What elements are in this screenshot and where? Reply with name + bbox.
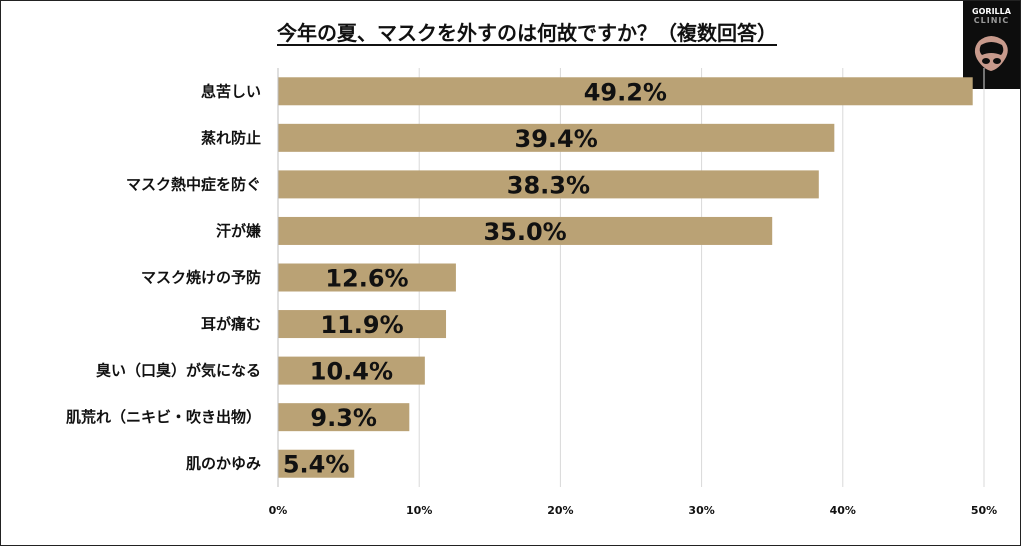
bar [278, 170, 819, 199]
value-label: 38.3% [507, 171, 590, 199]
bar [278, 216, 773, 245]
value-label: 11.9% [320, 311, 403, 339]
bar [278, 263, 456, 292]
chart-title: 今年の夏、マスクを外すのは何故ですか？（複数回答） [277, 21, 777, 45]
bar [278, 449, 355, 478]
bar [278, 123, 835, 152]
category-label: マスク熱中症を防ぐ [126, 175, 261, 193]
x-tick-label: 30% [688, 504, 714, 517]
value-label: 5.4% [283, 451, 350, 479]
bar [278, 310, 447, 339]
category-label: 耳が痛む [201, 315, 261, 333]
bar [278, 77, 973, 106]
category-label: 息苦しい [201, 82, 261, 100]
x-tick-label: 40% [830, 504, 856, 517]
category-label: 蒸れ防止 [201, 129, 261, 147]
logo-line1: GORILLA [972, 7, 1011, 16]
category-label: 臭い（口臭）が気になる [96, 362, 261, 380]
x-tick-label: 50% [971, 504, 997, 517]
category-label: 肌のかゆみ [186, 455, 261, 473]
value-label: 10.4% [310, 358, 393, 386]
value-label: 49.2% [584, 78, 667, 106]
value-label: 9.3% [310, 404, 377, 432]
category-label: マスク焼けの予防 [141, 269, 261, 287]
value-label: 12.6% [325, 265, 408, 293]
gorilla-icon [974, 36, 1008, 71]
logo-text: GORILLA CLINIC [963, 7, 1020, 25]
bar [278, 356, 425, 385]
x-tick-label: 10% [406, 504, 432, 517]
gorilla-clinic-logo: GORILLA CLINIC [963, 1, 1020, 89]
category-label: 汗が嫌 [216, 222, 261, 240]
bar [278, 403, 410, 432]
value-label: 35.0% [483, 218, 566, 246]
x-tick-label: 0% [269, 504, 288, 517]
category-label: 肌荒れ（ニキビ・吹き出物） [66, 408, 261, 426]
logo-line2: CLINIC [973, 16, 1010, 25]
x-tick-label: 20% [547, 504, 573, 517]
value-label: 39.4% [515, 125, 598, 153]
